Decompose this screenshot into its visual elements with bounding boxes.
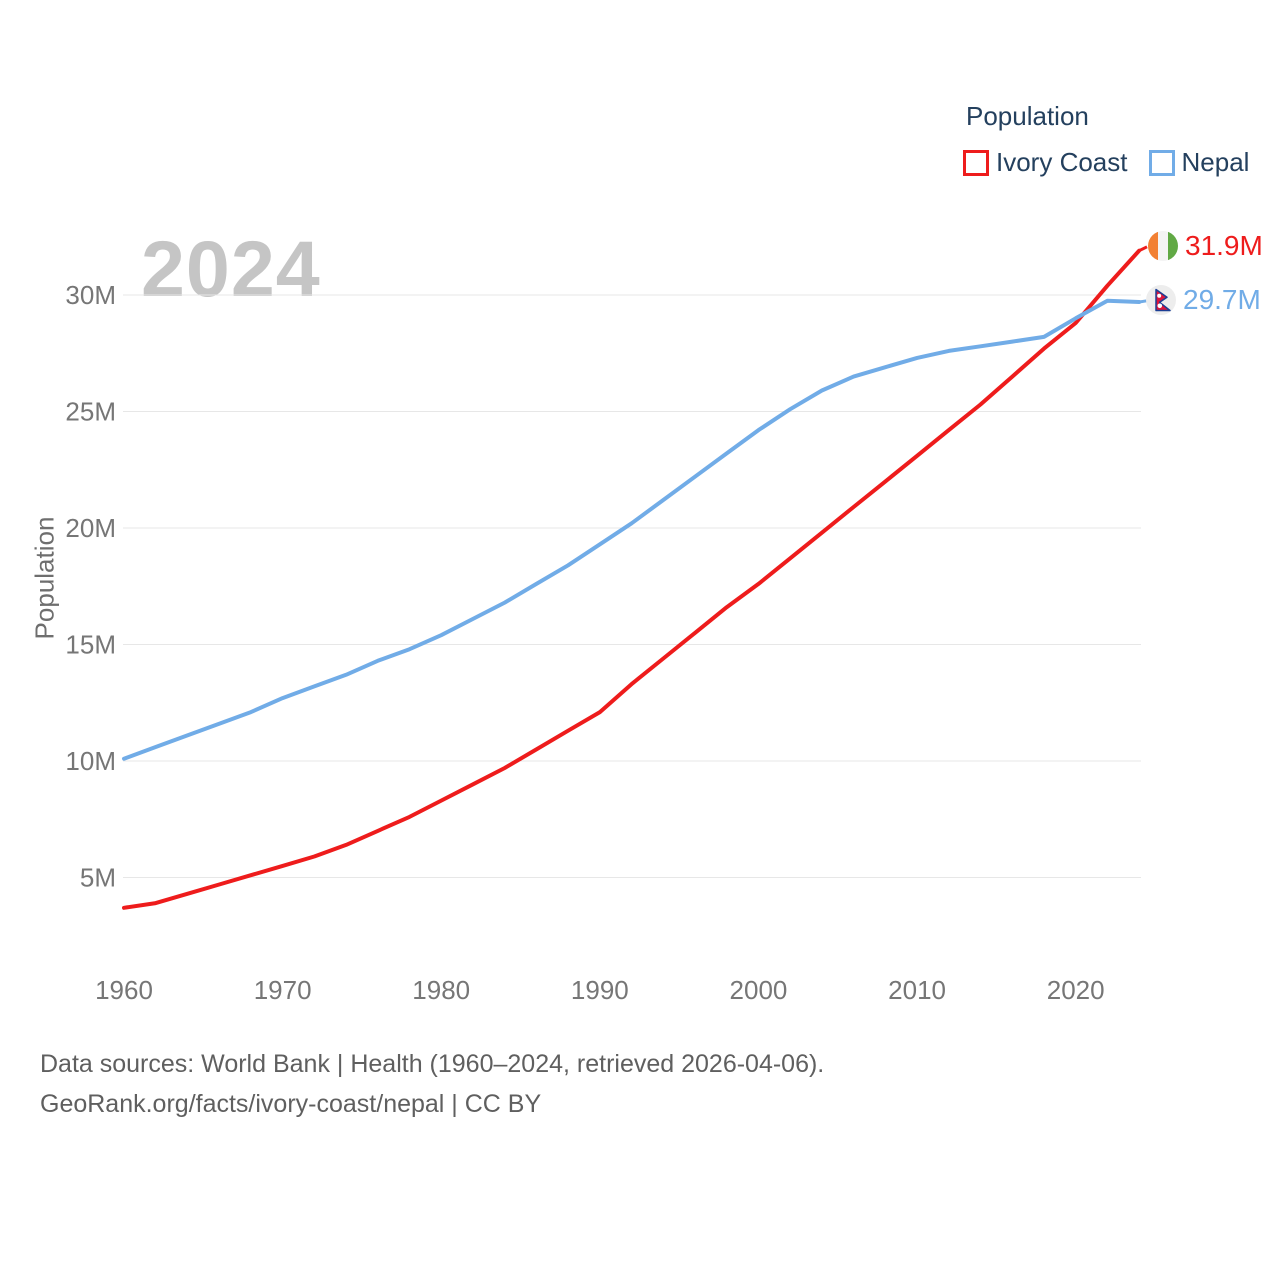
attribution-url: GeoRank.org/facts/ivory-coast/nepal | CC… xyxy=(40,1090,542,1118)
nepal-line[interactable] xyxy=(122,298,1142,761)
x-tick-2000: 2000 xyxy=(730,975,788,1005)
y-axis-title: Population xyxy=(29,516,60,640)
y-tick-15M: 15M xyxy=(65,630,116,660)
y-tick-30M: 30M xyxy=(65,280,116,310)
legend-label-nepal: Nepal xyxy=(1181,147,1250,177)
attribution: Data sources: World Bank | Health (1960–… xyxy=(40,1044,824,1124)
legend-item-nepal[interactable]: Nepal xyxy=(1148,147,1250,178)
nepal-swatch xyxy=(1148,149,1175,176)
end-label-ivory-coast: 31.9M xyxy=(1147,230,1263,262)
x-tick-2020: 2020 xyxy=(1047,975,1105,1005)
legend-item-ivory-coast[interactable]: Ivory Coast xyxy=(963,147,1128,178)
x-tick-1960: 1960 xyxy=(95,975,153,1005)
x-tick-1990: 1990 xyxy=(571,975,629,1005)
ivory-coast-flag-icon xyxy=(1148,231,1178,261)
y-tick-25M: 25M xyxy=(65,397,116,427)
nepal-flag-icon xyxy=(1146,285,1176,315)
legend-title: Population xyxy=(966,101,1089,131)
end-value-nepal: 29.7M xyxy=(1183,284,1261,315)
x-tick-2010: 2010 xyxy=(888,975,946,1005)
y-tick-20M: 20M xyxy=(65,513,116,543)
attribution-sources: Data sources: World Bank | Health (1960–… xyxy=(40,1050,825,1078)
x-tick-1980: 1980 xyxy=(412,975,470,1005)
nepal-connector xyxy=(1138,299,1148,304)
legend-label-ivory-coast: Ivory Coast xyxy=(996,147,1128,177)
end-label-nepal: 29.7M xyxy=(1145,284,1261,316)
y-tick-10M: 10M xyxy=(65,746,116,776)
x-tick-1970: 1970 xyxy=(254,975,312,1005)
ivory-coast-swatch xyxy=(963,149,989,176)
legend-items: Ivory Coast Nepal xyxy=(963,147,1249,178)
ivory-coast-connector xyxy=(1138,245,1148,253)
legend: Population Ivory Coast Nepal xyxy=(963,101,1249,178)
end-value-ivory-coast: 31.9M xyxy=(1185,230,1263,261)
y-tick-5M: 5M xyxy=(80,863,116,893)
ivory-coast-line[interactable] xyxy=(122,248,1142,910)
